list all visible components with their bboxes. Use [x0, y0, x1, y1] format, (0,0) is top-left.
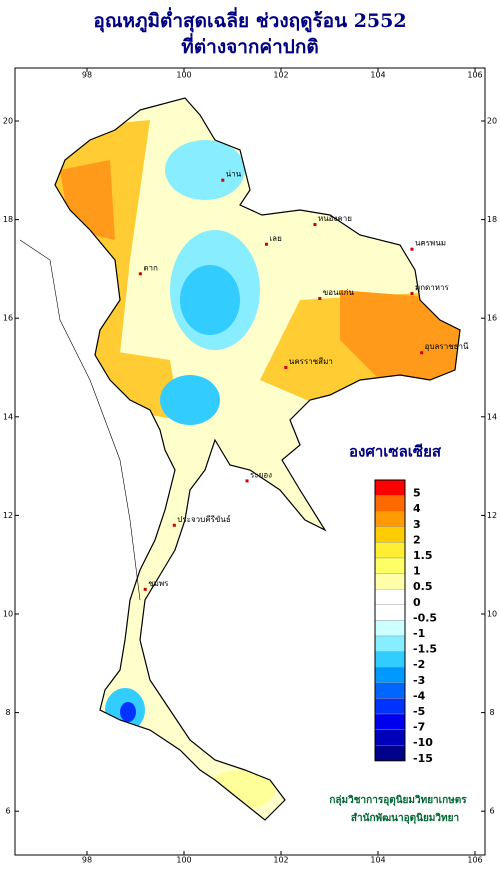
legend-swatch	[374, 713, 406, 730]
lon-tick-label: 100	[176, 856, 191, 865]
title-line: อุณหภูมิต่ำสุดเฉลี่ย ช่วงฤดูร้อน 2552	[93, 7, 406, 33]
province-label: อุบลราชธานี	[425, 342, 469, 351]
station	[143, 587, 147, 591]
legend-label: -1	[413, 627, 425, 640]
lat-tick-label: 18	[3, 215, 13, 224]
legend-swatch	[374, 620, 406, 637]
station	[410, 292, 414, 296]
credit: กลุ่มวิชาการอุตุนิยมวิทยาเกษตร	[329, 794, 467, 806]
title-line: ที่ต่างจากค่าปกติ	[181, 33, 318, 58]
country-outline	[54, 97, 461, 821]
station	[313, 223, 317, 227]
lat-tick-label: 6	[5, 807, 10, 816]
lat-tick-label: 18	[487, 215, 497, 224]
credit: สำนักพัฒนาอุตุนิยมวิทยา	[351, 812, 459, 824]
legend-label: 4	[413, 502, 421, 515]
station	[420, 351, 424, 355]
station	[410, 247, 414, 251]
legend-label: -0.5	[413, 611, 437, 624]
province-label: ประจวบคีรีขันธ์	[177, 514, 231, 524]
lon-tick-label: 102	[273, 856, 288, 865]
station	[245, 479, 249, 483]
legend-swatch	[374, 526, 406, 543]
lon-tick-label: 106	[467, 71, 482, 80]
lat-tick-label: 12	[3, 511, 13, 520]
lon-tick-label: 100	[176, 71, 191, 80]
lat-tick-label: 14	[487, 412, 497, 421]
station	[318, 296, 322, 300]
province-label: มุกดาหาร	[415, 283, 450, 292]
neighbor-border	[19, 239, 141, 601]
legend-label: 3	[413, 518, 421, 531]
province-label: ชุมพร	[148, 579, 169, 588]
legend-swatch	[374, 557, 406, 574]
lat-tick-label: 8	[5, 708, 10, 717]
station	[264, 242, 268, 246]
lat-tick-label: 6	[489, 807, 494, 816]
lon-tick-label: 98	[82, 856, 92, 865]
legend-label: 2	[413, 533, 421, 546]
station	[172, 523, 176, 527]
legend-label: 5	[413, 487, 421, 500]
station	[138, 272, 142, 276]
legend-label: -15	[413, 752, 433, 765]
lat-tick-label: 8	[489, 708, 494, 717]
province-label: นครราชสีมา	[289, 357, 333, 366]
legend-label: 1	[413, 565, 421, 578]
lat-tick-label: 20	[487, 117, 497, 126]
legend-border	[374, 479, 406, 762]
lon-tick-label: 104	[370, 856, 385, 865]
station	[221, 178, 225, 182]
legend-swatch	[374, 651, 406, 668]
legend-label: -7	[413, 721, 425, 734]
province-label: ระยอง	[250, 470, 272, 479]
legend-swatch	[374, 495, 406, 512]
legend-label: 0.5	[413, 580, 433, 593]
lat-tick-label: 20	[3, 117, 13, 126]
legend-label: -5	[413, 705, 425, 718]
lat-tick-label: 10	[3, 610, 13, 619]
legend-swatch	[374, 635, 406, 652]
legend-title: องศาเซลเซียส	[349, 443, 442, 461]
legend-label: -2	[413, 658, 425, 671]
province-label: น่าน	[226, 170, 242, 179]
lon-tick-label: 104	[370, 71, 385, 80]
legend-swatch	[374, 589, 406, 606]
lon-tick-label: 98	[82, 71, 92, 80]
legend-label: 1.5	[413, 549, 433, 562]
legend-swatch	[374, 745, 406, 762]
province-label: เลย	[269, 234, 281, 243]
legend-swatch	[374, 511, 406, 528]
legend-swatch	[374, 698, 406, 715]
lat-tick-label: 16	[487, 314, 497, 323]
legend-label: -10	[413, 736, 433, 749]
lat-tick-label: 16	[3, 314, 13, 323]
legend-swatch	[374, 667, 406, 684]
legend-swatch	[374, 479, 406, 496]
legend-swatch	[374, 729, 406, 746]
lon-tick-label: 102	[273, 71, 288, 80]
legend-label: -4	[413, 689, 426, 702]
province-label: หนองคาย	[318, 214, 352, 223]
legend-label: 0	[413, 596, 421, 609]
province-label: นครพนม	[415, 239, 446, 248]
lon-tick-label: 106	[467, 856, 482, 865]
lat-tick-label: 10	[487, 610, 497, 619]
legend-label: -3	[413, 674, 425, 687]
legend-swatch	[374, 542, 406, 559]
legend-swatch	[374, 604, 406, 621]
legend-swatch	[374, 682, 406, 699]
province-label: ขอนแก่น	[323, 288, 355, 297]
lat-tick-label: 12	[487, 511, 497, 520]
lat-tick-label: 14	[3, 412, 13, 421]
station	[284, 366, 288, 369]
legend-label: -1.5	[413, 643, 437, 656]
province-label: ตาก	[143, 263, 158, 272]
legend-swatch	[374, 573, 406, 590]
